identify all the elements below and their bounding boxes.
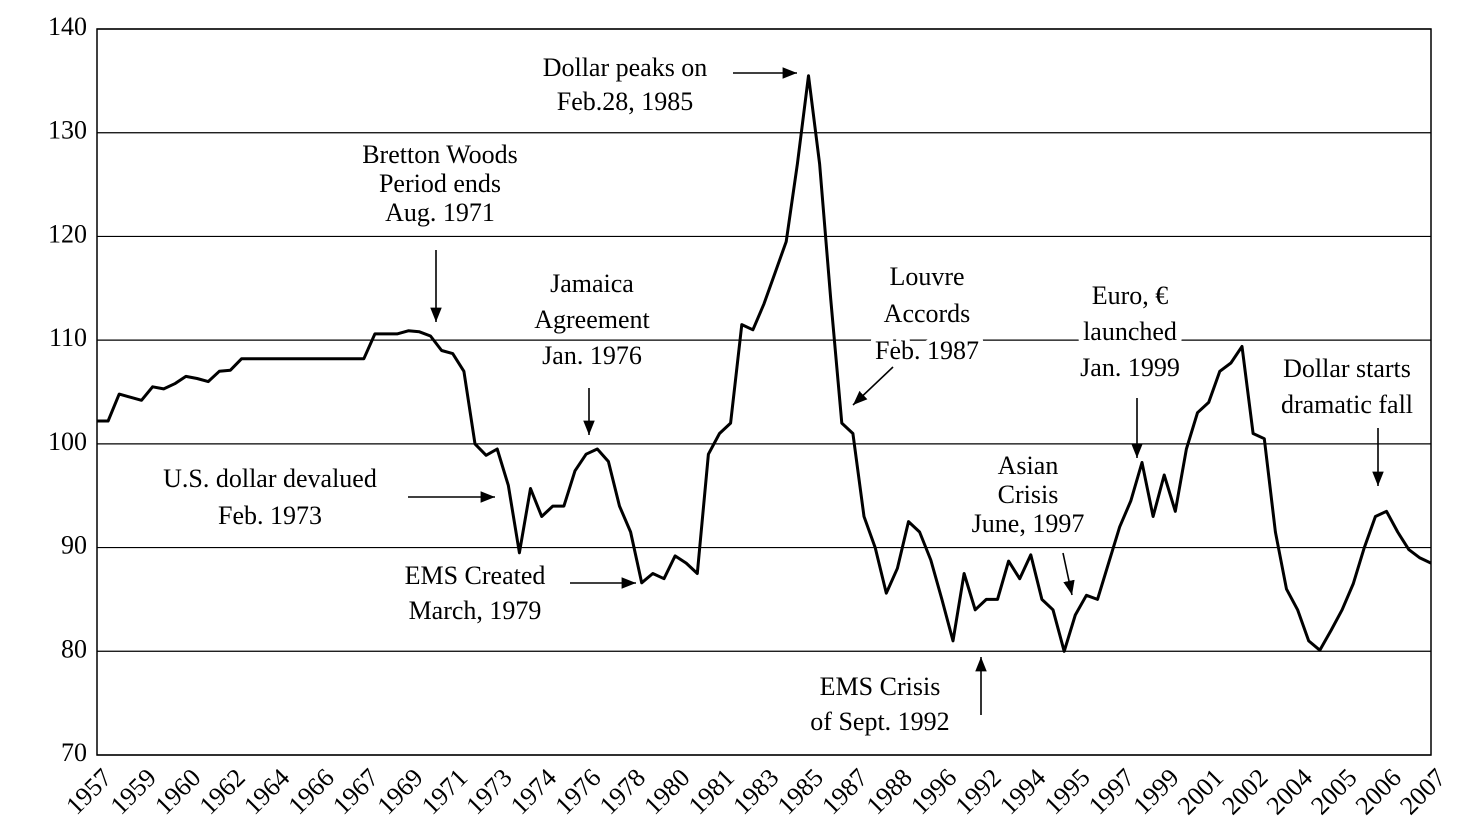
x-tick-label: 1996	[905, 763, 962, 820]
annotation-text: June, 1997	[972, 509, 1085, 538]
annotation-text: Aug. 1971	[385, 198, 495, 227]
annotation-arrow	[852, 366, 894, 406]
annotation-text: U.S. dollar devalued	[163, 464, 377, 493]
annotation-text: Jan. 1999	[1080, 353, 1180, 382]
x-tick-label: 1969	[371, 763, 428, 820]
annotation-text: Period ends	[379, 169, 501, 198]
y-tick-label: 110	[49, 323, 87, 352]
x-tick-label: 1981	[683, 763, 740, 820]
annotation-text: EMS Crisis	[820, 672, 941, 701]
annotation-text: Euro, €	[1092, 281, 1169, 310]
annotation-text: Crisis	[998, 480, 1059, 509]
annotation-text: Feb. 1973	[218, 501, 322, 530]
x-tick-label: 1973	[460, 763, 517, 820]
data-line	[97, 74, 1432, 653]
x-tick-label: 1971	[416, 763, 473, 820]
annotation-text: Dollar starts	[1283, 354, 1411, 383]
x-tick-label: 1964	[238, 763, 295, 820]
plot	[97, 74, 1432, 653]
annotation-text: Feb. 1987	[875, 336, 979, 365]
annotation-text: dramatic fall	[1281, 390, 1413, 419]
x-tick-label: 1985	[772, 763, 829, 820]
x-tick-label: 1987	[816, 763, 873, 820]
x-tick-label: 1994	[994, 763, 1051, 820]
x-tick-label: 1999	[1127, 763, 1184, 820]
annotation-text: Accords	[884, 299, 971, 328]
x-tick-label: 1959	[105, 763, 162, 820]
x-tick-label: 2007	[1394, 763, 1451, 820]
x-tick-label: 1980	[638, 763, 695, 820]
x-tick-label: 1960	[149, 763, 206, 820]
annotation-text: March, 1979	[409, 596, 542, 625]
annotation-text: EMS Created	[405, 561, 546, 590]
y-tick-label: 120	[48, 219, 87, 248]
annotation-text: Louvre	[889, 262, 964, 291]
annotation-text: Agreement	[534, 305, 650, 334]
x-tick-label: 1978	[594, 763, 651, 820]
annotation-text: launched	[1083, 317, 1177, 346]
annotation-arrow	[1062, 552, 1075, 596]
y-tick-label: 100	[48, 427, 87, 456]
x-tick-label: 1992	[950, 763, 1007, 820]
x-tick-label: 2004	[1261, 763, 1318, 820]
x-tick-label: 2001	[1172, 763, 1229, 820]
annotation-text: Jamaica	[550, 269, 634, 298]
plot-frame	[96, 28, 1432, 756]
x-tick-label: 1974	[505, 763, 562, 820]
y-tick-label: 70	[61, 738, 87, 767]
x-tick-label: 1997	[1083, 763, 1140, 820]
x-tick-label: 1988	[861, 763, 918, 820]
y-tick-label: 80	[61, 634, 87, 663]
x-tick-label: 1983	[727, 763, 784, 820]
x-tick-label: 2006	[1350, 763, 1407, 820]
x-tick-label: 1962	[194, 763, 251, 820]
annotation-text: Dollar peaks on	[543, 53, 708, 82]
annotation-text: Jan. 1976	[542, 341, 642, 370]
y-tick-label: 90	[61, 531, 87, 560]
x-tick-label: 2002	[1216, 763, 1273, 820]
x-tick-label: 1976	[549, 763, 606, 820]
y-tick-label: 140	[48, 12, 87, 41]
y-tick-label: 130	[48, 116, 87, 145]
grid: 7080901001101201301401957195919601962196…	[48, 12, 1451, 820]
annotation-text: Bretton Woods	[362, 140, 518, 169]
annotation-text: Asian	[998, 451, 1059, 480]
annotation-text: of Sept. 1992	[810, 707, 949, 736]
x-tick-label: 1967	[327, 763, 384, 820]
annotation-text: Feb.28, 1985	[557, 87, 694, 116]
x-tick-label: 1995	[1038, 763, 1095, 820]
x-tick-label: 1966	[283, 763, 340, 820]
annotations: Dollar peaks on Feb.28, 1985 Bretton Woods…	[158, 48, 1418, 741]
x-tick-label: 2005	[1305, 763, 1362, 820]
x-tick-label: 1957	[60, 763, 117, 820]
